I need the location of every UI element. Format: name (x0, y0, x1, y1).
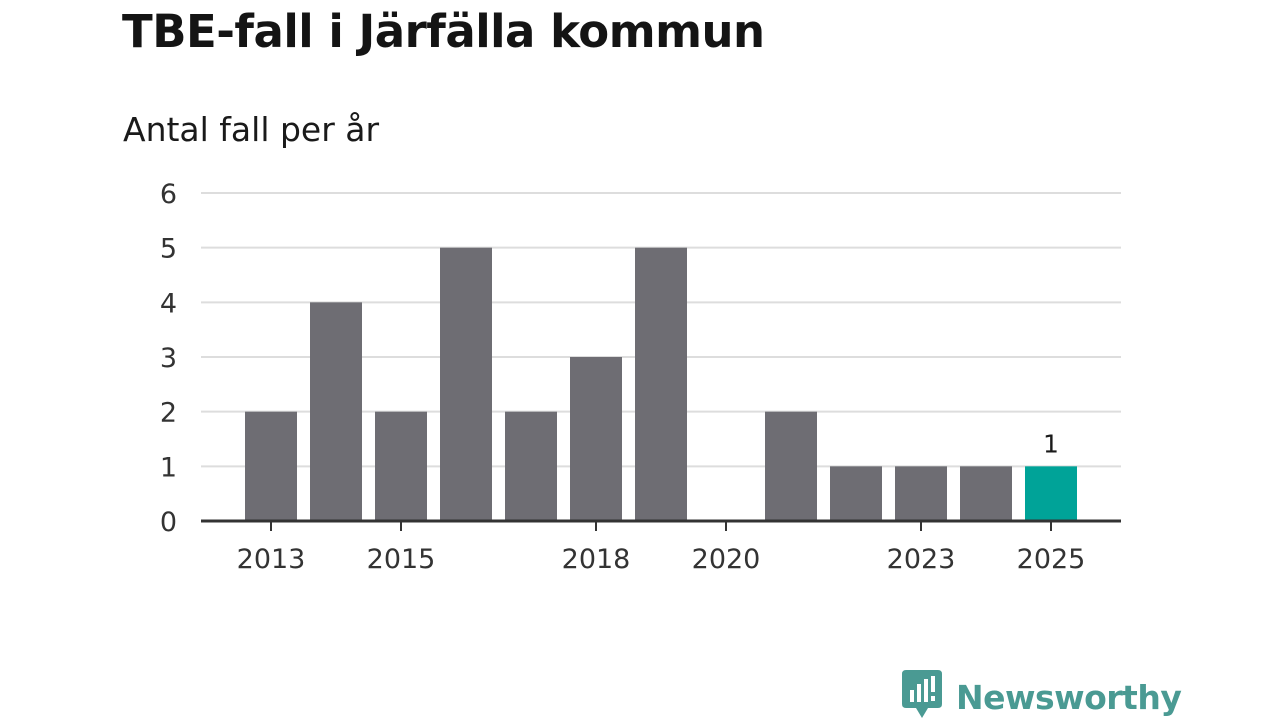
y-tick-label: 1 (160, 452, 177, 483)
data-label-2025: 1 (1043, 429, 1059, 458)
bar-2013 (245, 411, 297, 521)
bar-2025 (1025, 466, 1077, 521)
bar-2024 (960, 466, 1012, 521)
y-tick-label: 5 (160, 234, 177, 265)
x-tick-label: 2013 (237, 544, 306, 575)
x-tick-label: 2025 (1017, 544, 1086, 575)
x-tick-label: 2023 (887, 544, 956, 575)
bar-2018 (570, 357, 622, 521)
chart-title: TBE-fall i Järfälla kommun (122, 5, 765, 58)
bar-2019 (635, 247, 687, 521)
chart-subtitle: Antal fall per år (123, 110, 380, 149)
bar-2023 (895, 466, 947, 521)
x-axis-ticks: 2013 2015 2018 2020 2023 2025 (237, 521, 1086, 575)
bar-2017 (505, 411, 557, 521)
x-tick-label: 2020 (692, 544, 761, 575)
data-labels: 1 (1043, 429, 1059, 458)
bar-2014 (310, 302, 362, 521)
newsworthy-logo-icon (902, 670, 942, 724)
y-tick-label: 0 (160, 507, 177, 538)
bar-2016 (440, 247, 492, 521)
y-tick-label: 3 (160, 343, 177, 374)
y-tick-label: 2 (160, 398, 177, 429)
bar-2022 (830, 466, 882, 521)
y-axis-ticks: 0 1 2 3 4 5 6 (160, 179, 177, 538)
brand-name: Newsworthy (956, 677, 1182, 717)
bars (245, 247, 1077, 521)
bar-2015 (375, 411, 427, 521)
y-tick-label: 6 (160, 179, 177, 210)
bar-chart: 0 1 2 3 4 5 6 2013 2015 2018 2020 2023 2025 1 (160, 179, 1121, 575)
x-tick-label: 2018 (562, 544, 631, 575)
bar-2021 (765, 411, 817, 521)
x-tick-label: 2015 (367, 544, 436, 575)
y-tick-label: 4 (160, 288, 177, 319)
newsworthy-logo: Newsworthy (902, 670, 1182, 724)
